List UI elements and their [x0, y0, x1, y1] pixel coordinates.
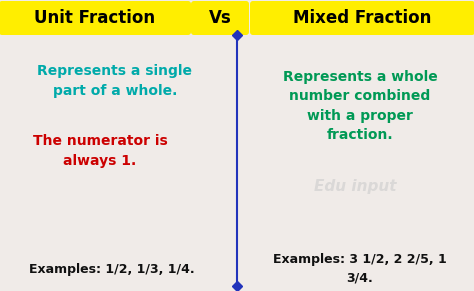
Text: Vs: Vs	[209, 9, 231, 27]
Text: Represents a whole
number combined
with a proper
fraction.: Represents a whole number combined with …	[283, 70, 438, 142]
Text: Examples: 3 1/2, 2 2/5, 1
3/4.: Examples: 3 1/2, 2 2/5, 1 3/4.	[273, 253, 447, 285]
Text: The numerator is
always 1.: The numerator is always 1.	[33, 134, 167, 168]
Text: Mixed Fraction: Mixed Fraction	[293, 9, 431, 27]
Text: Represents a single
part of a whole.: Represents a single part of a whole.	[37, 64, 192, 98]
FancyBboxPatch shape	[0, 1, 191, 35]
Text: Examples: 1/2, 1/3, 1/4.: Examples: 1/2, 1/3, 1/4.	[29, 262, 195, 276]
Text: Unit Fraction: Unit Fraction	[35, 9, 155, 27]
FancyBboxPatch shape	[250, 1, 474, 35]
Text: Edu input: Edu input	[314, 178, 396, 194]
FancyBboxPatch shape	[191, 1, 249, 35]
